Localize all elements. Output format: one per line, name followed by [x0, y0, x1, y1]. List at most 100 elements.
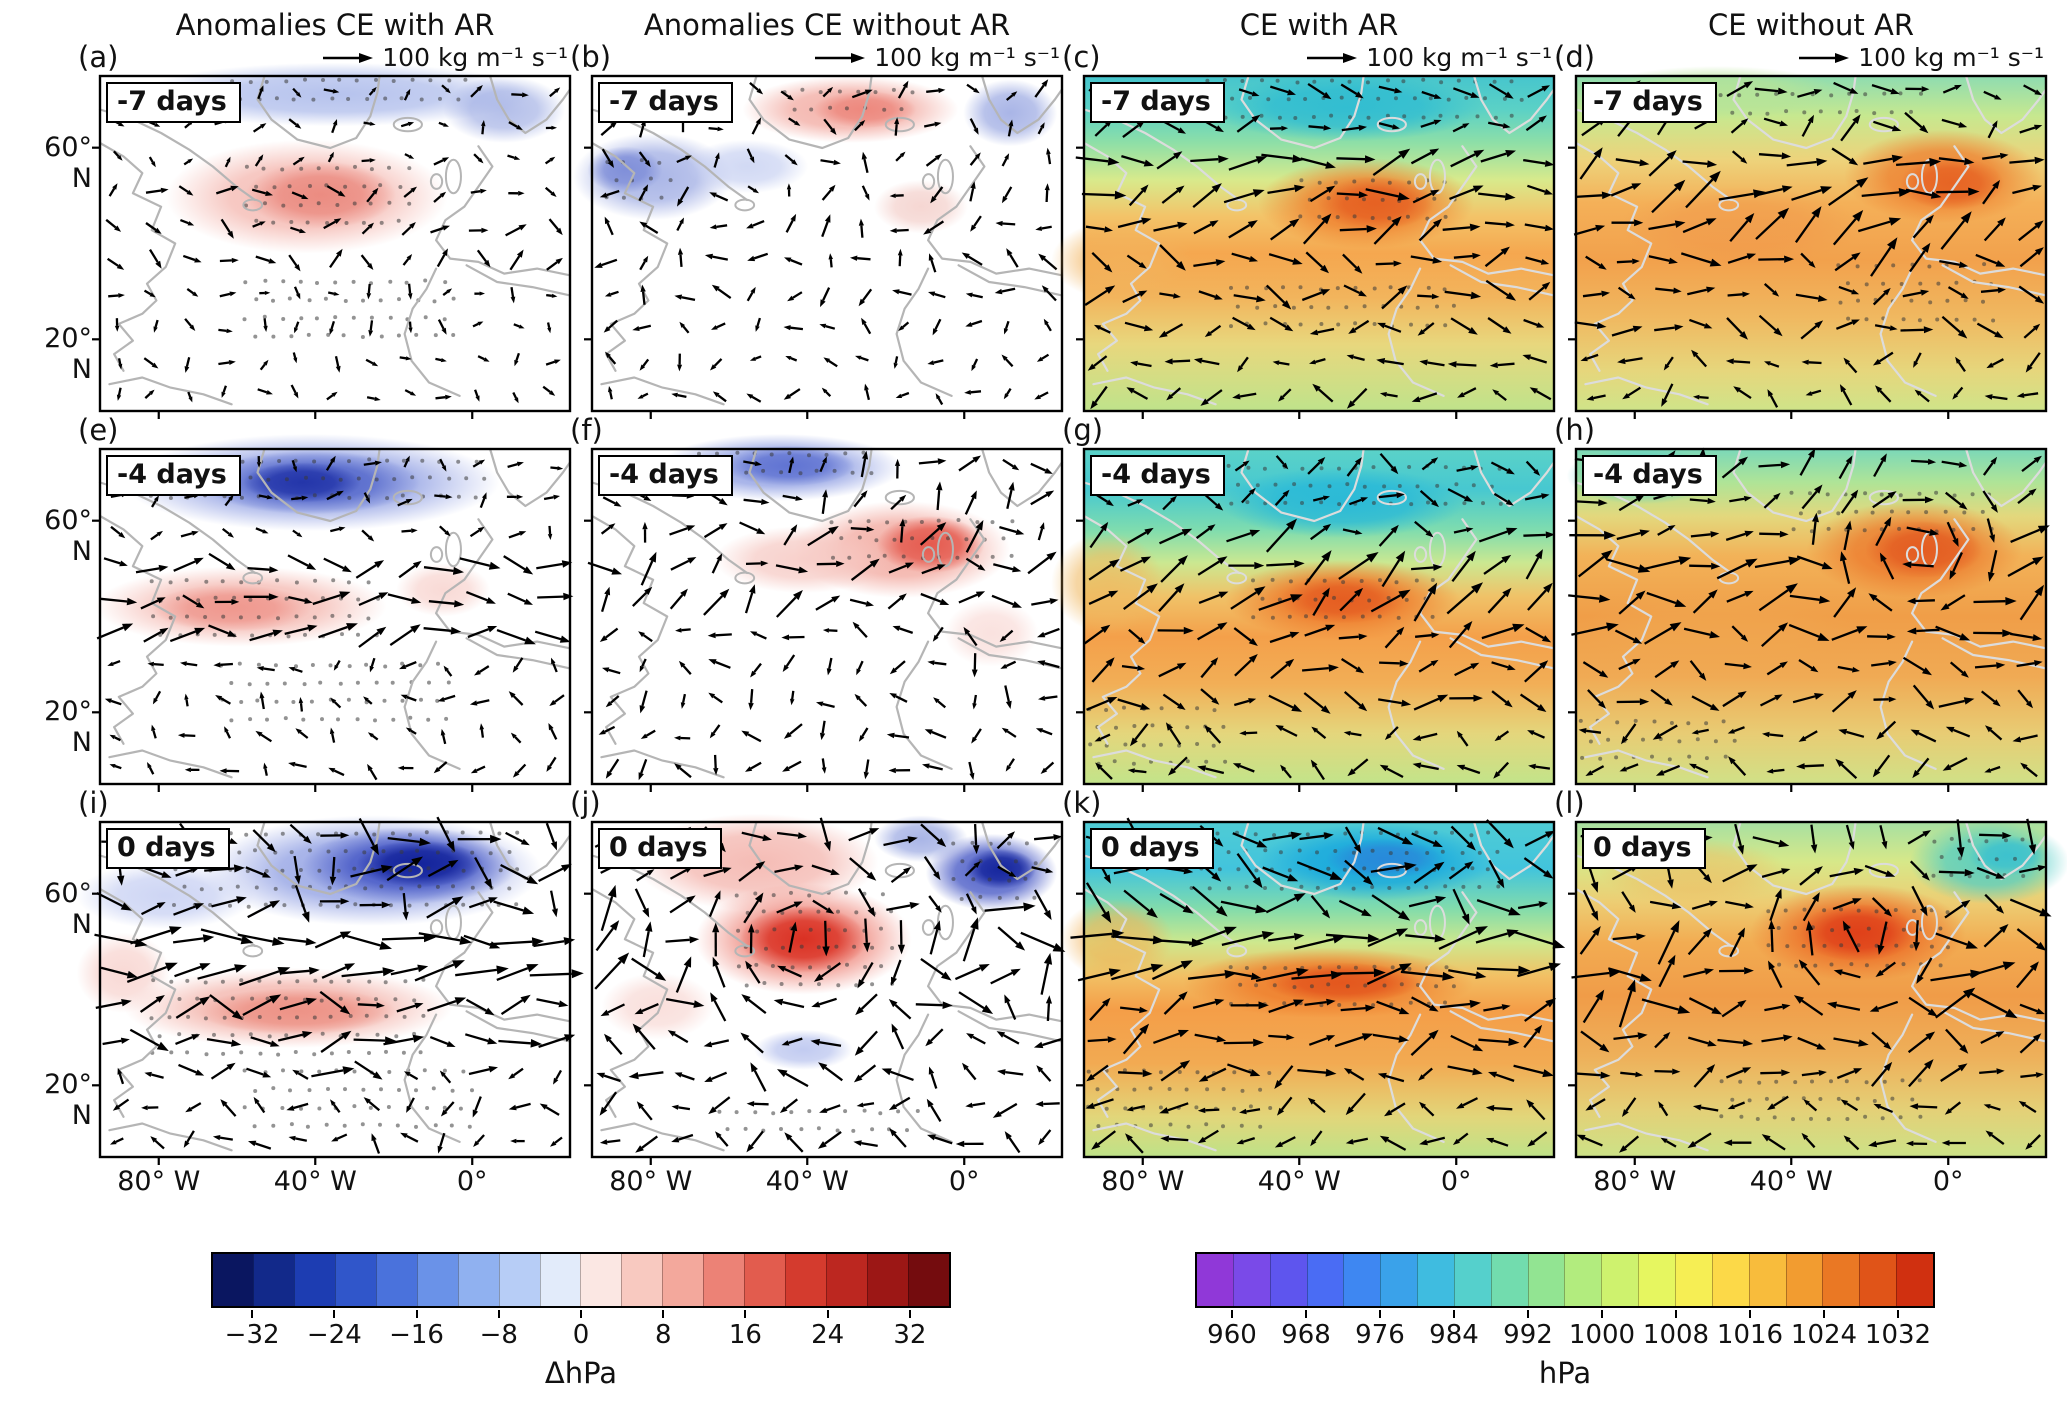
pressure-colorbar: hPa 960 968 976 984 992 1000 1008 1016 1024 1032 — [1195, 1252, 1935, 1402]
panel-letter: (l) — [1554, 786, 1585, 820]
column-title-anomalies-ce-with-ar: Anomalies CE with AR — [175, 8, 495, 42]
colorbar-swatch — [1269, 1254, 1307, 1306]
map-panel-d: (d) 100 kg m⁻¹ s⁻¹ -7 days — [1554, 40, 2048, 419]
colorbar-tickmark — [251, 1310, 254, 1318]
colorbar-tick-label: −32 — [224, 1320, 280, 1350]
colorbar-swatch — [1417, 1254, 1454, 1306]
colorbar-tick-label: 16 — [728, 1320, 762, 1350]
map-panel-b: (b) 100 kg m⁻¹ s⁻¹ -7 days — [570, 40, 1064, 419]
map-canvas — [1568, 818, 2067, 1165]
colorbar-swatch — [1822, 1254, 1860, 1306]
y-axis-label: 20° N — [44, 696, 92, 758]
column-title-anomalies-ce-without-ar: Anomalies CE without AR — [643, 8, 1011, 42]
panel-letter: (g) — [1062, 413, 1104, 447]
colorbar-tick-label: 24 — [811, 1320, 845, 1350]
colorbar-tickmark — [1527, 1310, 1529, 1318]
colorbar-swatch — [334, 1254, 376, 1306]
colorbar-swatch — [416, 1254, 458, 1306]
colorbar-swatch — [1197, 1254, 1233, 1306]
day-label: 0 days — [1582, 828, 1706, 870]
colorbar-swatch — [580, 1254, 622, 1306]
colorbar-swatch — [1896, 1254, 1933, 1306]
vector-scale-key: 100 kg m⁻¹ s⁻¹ — [1305, 43, 1552, 72]
map-canvas — [1566, 447, 2050, 792]
map-panel-k: (k) 0 days 80° W 40° W 0° — [1060, 786, 1566, 1197]
colorbar-swatch — [1859, 1254, 1897, 1306]
right-arrow-icon — [1307, 52, 1358, 63]
colorbar-tick-label: 0 — [572, 1320, 590, 1350]
map-panel-h: (h) -4 days — [1554, 413, 2050, 792]
vector-scale-label: 100 kg m⁻¹ s⁻¹ — [1366, 43, 1552, 72]
colorbar-tickmark — [1675, 1310, 1677, 1318]
colorbar-tick-label: 976 — [1355, 1320, 1405, 1350]
colorbar-tickmark — [1453, 1310, 1455, 1318]
anomaly-colorbar-swatches — [211, 1252, 951, 1308]
colorbar-tick-label: 1016 — [1716, 1320, 1784, 1350]
colorbar-swatch — [1638, 1254, 1675, 1306]
colorbar-swatch — [1453, 1254, 1491, 1306]
anomaly-colorbar-label: ΔhPa — [544, 1356, 618, 1390]
colorbar-tickmark — [333, 1310, 336, 1318]
colorbar-swatch — [826, 1254, 867, 1306]
anomaly-colorbar: ΔhPa −32 −24 −16 −8 0 8 16 24 32 — [211, 1252, 951, 1402]
x-axis-label: 80° W — [117, 1166, 201, 1197]
x-axis-label: 40° W — [273, 1166, 357, 1197]
colorbar-tick-label: 1032 — [1864, 1320, 1932, 1350]
colorbar-tickmark — [826, 1310, 829, 1318]
colorbar-swatch — [1785, 1254, 1823, 1306]
vector-scale-label: 100 kg m⁻¹ s⁻¹ — [874, 43, 1060, 72]
map-canvas — [76, 815, 584, 1165]
colorbar-tickmark — [744, 1310, 747, 1318]
x-axis-label: 80° W — [609, 1166, 693, 1197]
colorbar-tickmark — [415, 1310, 418, 1318]
right-arrow-icon — [815, 52, 866, 63]
map-panel-a: (a) 100 kg m⁻¹ s⁻¹ -7 days — [78, 40, 572, 419]
colorbar-swatch — [1232, 1254, 1270, 1306]
map-canvas — [573, 74, 1064, 419]
vector-scale-key: 100 kg m⁻¹ s⁻¹ — [321, 43, 568, 72]
map-panel-i: (i) 0 days 80° W 40° W 0° — [76, 786, 584, 1197]
day-label: -4 days — [1582, 455, 1717, 497]
x-axis-label: 0° — [948, 1166, 980, 1197]
colorbar-swatch — [907, 1254, 949, 1306]
colorbar-tickmark — [580, 1310, 582, 1318]
map-panel-g: (g) -4 days — [1051, 413, 1556, 792]
colorbar-tickmark — [908, 1310, 911, 1318]
column-title-ce-without-ar: CE without AR — [1707, 8, 1915, 42]
day-label: -4 days — [106, 455, 241, 497]
colorbar-swatch — [1527, 1254, 1565, 1306]
colorbar-tickmark — [662, 1310, 665, 1318]
x-axis-label: 40° W — [765, 1166, 849, 1197]
y-axis-label: 20° N — [44, 1069, 92, 1131]
vector-scale-label: 100 kg m⁻¹ s⁻¹ — [1858, 43, 2044, 72]
map-canvas — [584, 433, 1064, 792]
panel-letter: (k) — [1062, 786, 1102, 820]
x-axis-label: 0° — [456, 1166, 488, 1197]
colorbar-tick-label: 984 — [1429, 1320, 1479, 1350]
y-axis-label: 60° N — [44, 505, 92, 567]
map-canvas — [584, 813, 1066, 1165]
day-label: -7 days — [106, 82, 241, 124]
colorbar-swatch — [293, 1254, 335, 1306]
colorbar-swatch — [785, 1254, 827, 1306]
panel-letter: (c) — [1062, 40, 1101, 74]
day-label: -7 days — [598, 82, 733, 124]
map-panel-l: (l) 0 days 80° W 40° W 0° — [1554, 786, 2067, 1197]
colorbar-tickmark — [497, 1310, 500, 1318]
colorbar-swatch — [539, 1254, 581, 1306]
vector-scale-key: 100 kg m⁻¹ s⁻¹ — [813, 43, 1060, 72]
x-axis-label: 0° — [1932, 1166, 1964, 1197]
colorbar-swatch — [867, 1254, 908, 1306]
x-axis-label: 40° W — [1749, 1166, 1833, 1197]
panel-letter: (e) — [78, 413, 119, 447]
day-label: 0 days — [598, 828, 722, 870]
colorbar-tickmark — [1231, 1310, 1233, 1318]
colorbar-tick-label: 1008 — [1642, 1320, 1710, 1350]
day-label: 0 days — [1090, 828, 1214, 870]
colorbar-swatch — [1711, 1254, 1749, 1306]
day-label: -7 days — [1090, 82, 1225, 124]
colorbar-swatch — [1564, 1254, 1602, 1306]
colorbar-tickmark — [1823, 1310, 1825, 1318]
colorbar-swatch — [213, 1254, 253, 1306]
y-axis-label: 60° N — [44, 132, 92, 194]
